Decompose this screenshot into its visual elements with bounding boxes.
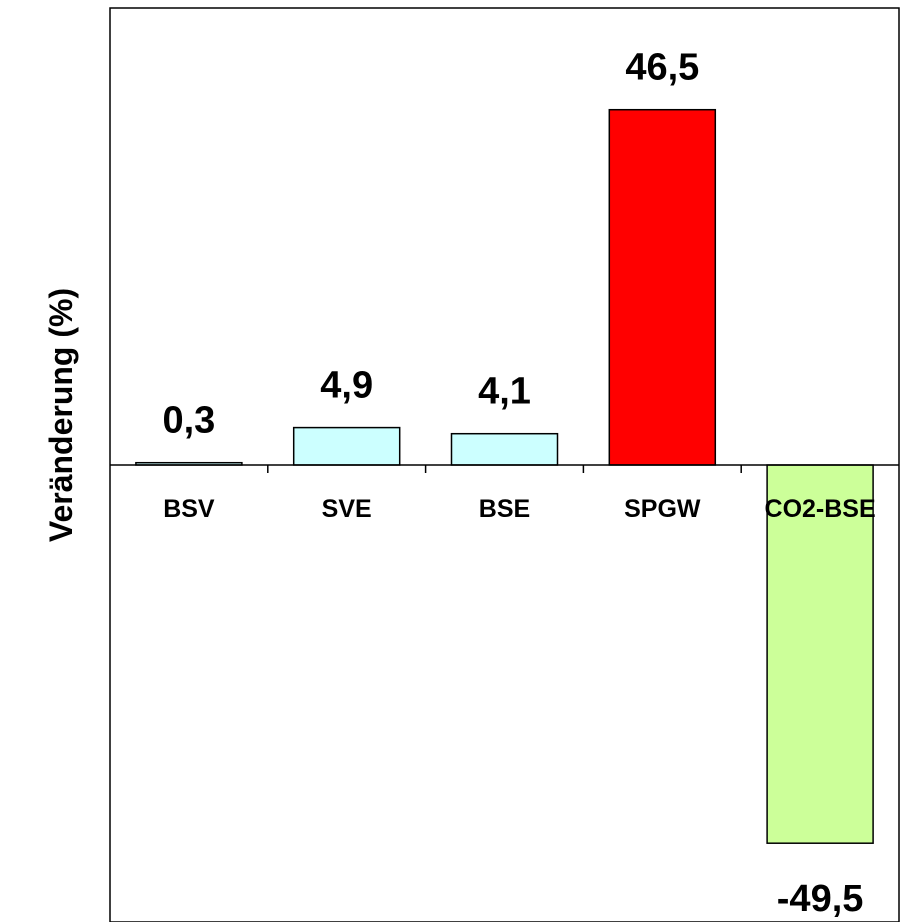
- category-labels: BSV SVE BSE SPGW CO2-BSE: [163, 495, 875, 523]
- category-label-bse: BSE: [479, 495, 530, 523]
- value-labels: 0,3 4,9 4,1 46,5 -49,5: [162, 47, 863, 921]
- value-label-spgw: 46,5: [625, 47, 699, 89]
- category-label-co2-bse: CO2-BSE: [765, 495, 876, 523]
- bars-group: [135, 108, 874, 844]
- bar-bse: [450, 432, 559, 466]
- x-axis-ticks: [267, 465, 742, 473]
- bar-sve: [292, 426, 401, 466]
- value-label-co2-bse: -49,5: [777, 878, 864, 920]
- category-label-spgw: SPGW: [624, 495, 701, 523]
- value-label-bsv: 0,3: [162, 400, 215, 442]
- value-label-sve: 4,9: [320, 365, 373, 407]
- bar-co2-bse: [766, 464, 874, 844]
- category-label-bsv: BSV: [163, 495, 215, 523]
- y-axis-label: Veränderung (%): [43, 288, 79, 542]
- category-label-sve: SVE: [322, 495, 372, 523]
- value-label-bse: 4,1: [478, 371, 531, 413]
- bar-spgw: [608, 108, 717, 466]
